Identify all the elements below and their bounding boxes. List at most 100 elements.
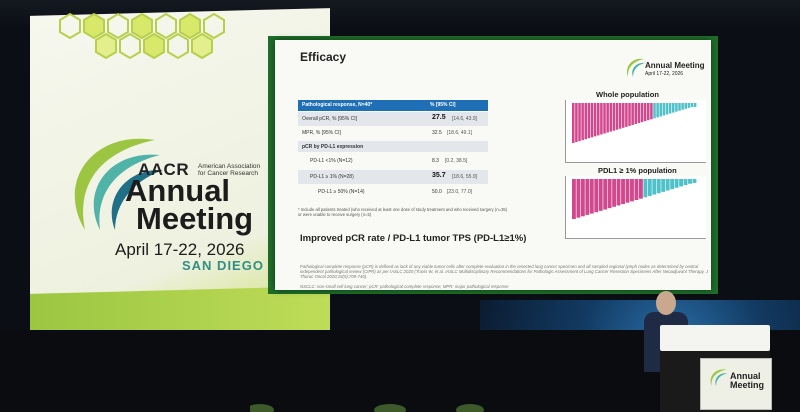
table-row-label: PD-L1 <1% (N=12) bbox=[310, 158, 353, 164]
waterfall-bar bbox=[678, 103, 681, 111]
waterfall-bar bbox=[637, 103, 641, 124]
waterfall-bar bbox=[643, 179, 648, 198]
waterfall-bar bbox=[684, 103, 688, 109]
waterfall-bar bbox=[647, 103, 650, 121]
lectern-logo-icon bbox=[710, 369, 728, 387]
table-row-band bbox=[298, 112, 488, 126]
table-row-value: 35.7 bbox=[432, 172, 446, 179]
waterfall-bar bbox=[683, 179, 688, 186]
waterfall-bar bbox=[692, 179, 697, 183]
slide-logo-text: Annual Meeting April 17-22, 2026 bbox=[645, 62, 705, 78]
waterfall-bar bbox=[668, 103, 672, 114]
waterfall-bar bbox=[643, 103, 647, 122]
waterfall-bar bbox=[606, 103, 609, 133]
event-title-meeting: Meeting bbox=[136, 201, 254, 236]
event-city: SAN DIEGO bbox=[182, 258, 264, 273]
table-row-band bbox=[298, 170, 488, 184]
table-row-value: 32.5 bbox=[432, 130, 442, 136]
pcr-definition: Pathological complete response (pCR) is … bbox=[300, 264, 708, 280]
waterfall-bar bbox=[653, 103, 656, 119]
waterfall-bar bbox=[607, 179, 612, 209]
lectern-line2: Meeting bbox=[730, 380, 765, 390]
waterfall-bar bbox=[687, 103, 691, 108]
waterfall-bar bbox=[672, 103, 675, 113]
waterfall-bar bbox=[670, 179, 675, 190]
waterfall-bar bbox=[580, 179, 585, 217]
waterfall-bar bbox=[584, 103, 588, 140]
slide-logo-icon bbox=[626, 58, 645, 77]
waterfall-bar bbox=[593, 103, 597, 137]
table-row-ci: [14.6, 43.9] bbox=[452, 116, 478, 122]
chart-title-whole: Whole population bbox=[596, 90, 659, 99]
lectern-sign bbox=[700, 358, 772, 410]
waterfall-bar bbox=[594, 179, 599, 213]
waterfall-bar bbox=[634, 179, 639, 200]
lectern-line1: Annual bbox=[730, 371, 761, 381]
waterfall-bar bbox=[625, 179, 630, 203]
slide-title: Efficacy bbox=[300, 50, 347, 64]
waterfall-bar bbox=[625, 103, 628, 127]
waterfall-bar bbox=[665, 103, 669, 115]
chart-title-pdl1: PDL1 ≥ 1% population bbox=[598, 166, 677, 175]
table-row-ci: [23.0, 77.0] bbox=[447, 189, 473, 195]
waterfall-bar bbox=[616, 179, 621, 206]
waterfall-bar bbox=[621, 179, 625, 205]
waterfall-bar bbox=[652, 179, 657, 195]
waterfall-bar bbox=[640, 103, 644, 123]
table-row-label: Overall pCR, % [95% CI] bbox=[302, 116, 358, 122]
waterfall-bar bbox=[572, 179, 576, 219]
table-row-ci: [18.6, 55.9] bbox=[452, 174, 478, 180]
waterfall-bar bbox=[618, 103, 622, 129]
slide-logo-line2: April 17-22, 2026 bbox=[645, 71, 684, 77]
waterfall-bar bbox=[597, 103, 600, 136]
waterfall-bar bbox=[578, 103, 581, 142]
waterfall-bar bbox=[603, 179, 608, 210]
waterfall-bar bbox=[690, 103, 694, 107]
waterfall-bar bbox=[572, 103, 575, 143]
waterfall-bar bbox=[598, 179, 603, 211]
waterfall-bar bbox=[630, 179, 634, 202]
table-header-left: Pathological response, N=40* bbox=[302, 102, 373, 108]
waterfall-bar bbox=[681, 103, 684, 110]
lectern-text: Annual Meeting bbox=[730, 372, 764, 390]
table-section-label: pCR by PD-L1 expression bbox=[302, 144, 364, 150]
waterfall-bar bbox=[688, 179, 692, 184]
table-row-value: 8.3 bbox=[432, 158, 439, 164]
waterfall-bar bbox=[612, 103, 616, 131]
waterfall-bar bbox=[638, 179, 643, 199]
waterfall-bar bbox=[612, 179, 617, 207]
abbreviations: NSCLC: non-small cell lung cancer; pCR: … bbox=[300, 284, 509, 289]
event-title-annual: Annual bbox=[125, 173, 231, 208]
waterfall-bar bbox=[650, 103, 653, 120]
table-row-ci: [0.2, 38.5] bbox=[445, 158, 468, 164]
waterfall-bar bbox=[581, 103, 584, 141]
waterfall-bar bbox=[661, 179, 666, 192]
stage-plants bbox=[250, 404, 484, 412]
waterfall-bar bbox=[628, 103, 631, 126]
waterfall-bar bbox=[659, 103, 663, 117]
waterfall-bar bbox=[576, 179, 581, 218]
waterfall-bar bbox=[622, 103, 625, 128]
aacr-logo-text: AACR bbox=[138, 160, 190, 179]
waterfall-bar bbox=[662, 103, 666, 116]
event-dates: April 17-22, 2026 bbox=[115, 240, 245, 259]
waterfall-bar bbox=[647, 179, 652, 196]
waterfall-bar bbox=[603, 103, 606, 134]
waterfall-bar bbox=[615, 103, 619, 130]
waterfall-bar bbox=[634, 103, 638, 124]
waterfall-bar bbox=[674, 179, 679, 188]
org-name: American Association for Cancer Research bbox=[198, 163, 261, 177]
table-row-ci: [18.6, 49.1] bbox=[447, 130, 473, 136]
table-row-label: PD-L1 ≥ 50% (N=14) bbox=[318, 189, 365, 195]
table-header bbox=[298, 100, 488, 111]
table-row-band bbox=[298, 141, 488, 152]
waterfall-bar bbox=[679, 179, 684, 187]
aacr-swoosh-logo bbox=[74, 138, 163, 230]
waterfall-bars-pdl1 bbox=[572, 179, 697, 219]
waterfall-bar bbox=[585, 179, 590, 215]
waterfall-bar bbox=[590, 103, 594, 138]
table-footnote: * Include all patients treated (who rece… bbox=[298, 207, 508, 217]
table-row-value: 50.0 bbox=[432, 189, 442, 195]
speaker-head bbox=[656, 291, 676, 315]
slide-conclusion: Improved pCR rate / PD-L1 tumor TPS (PD-… bbox=[300, 233, 527, 244]
